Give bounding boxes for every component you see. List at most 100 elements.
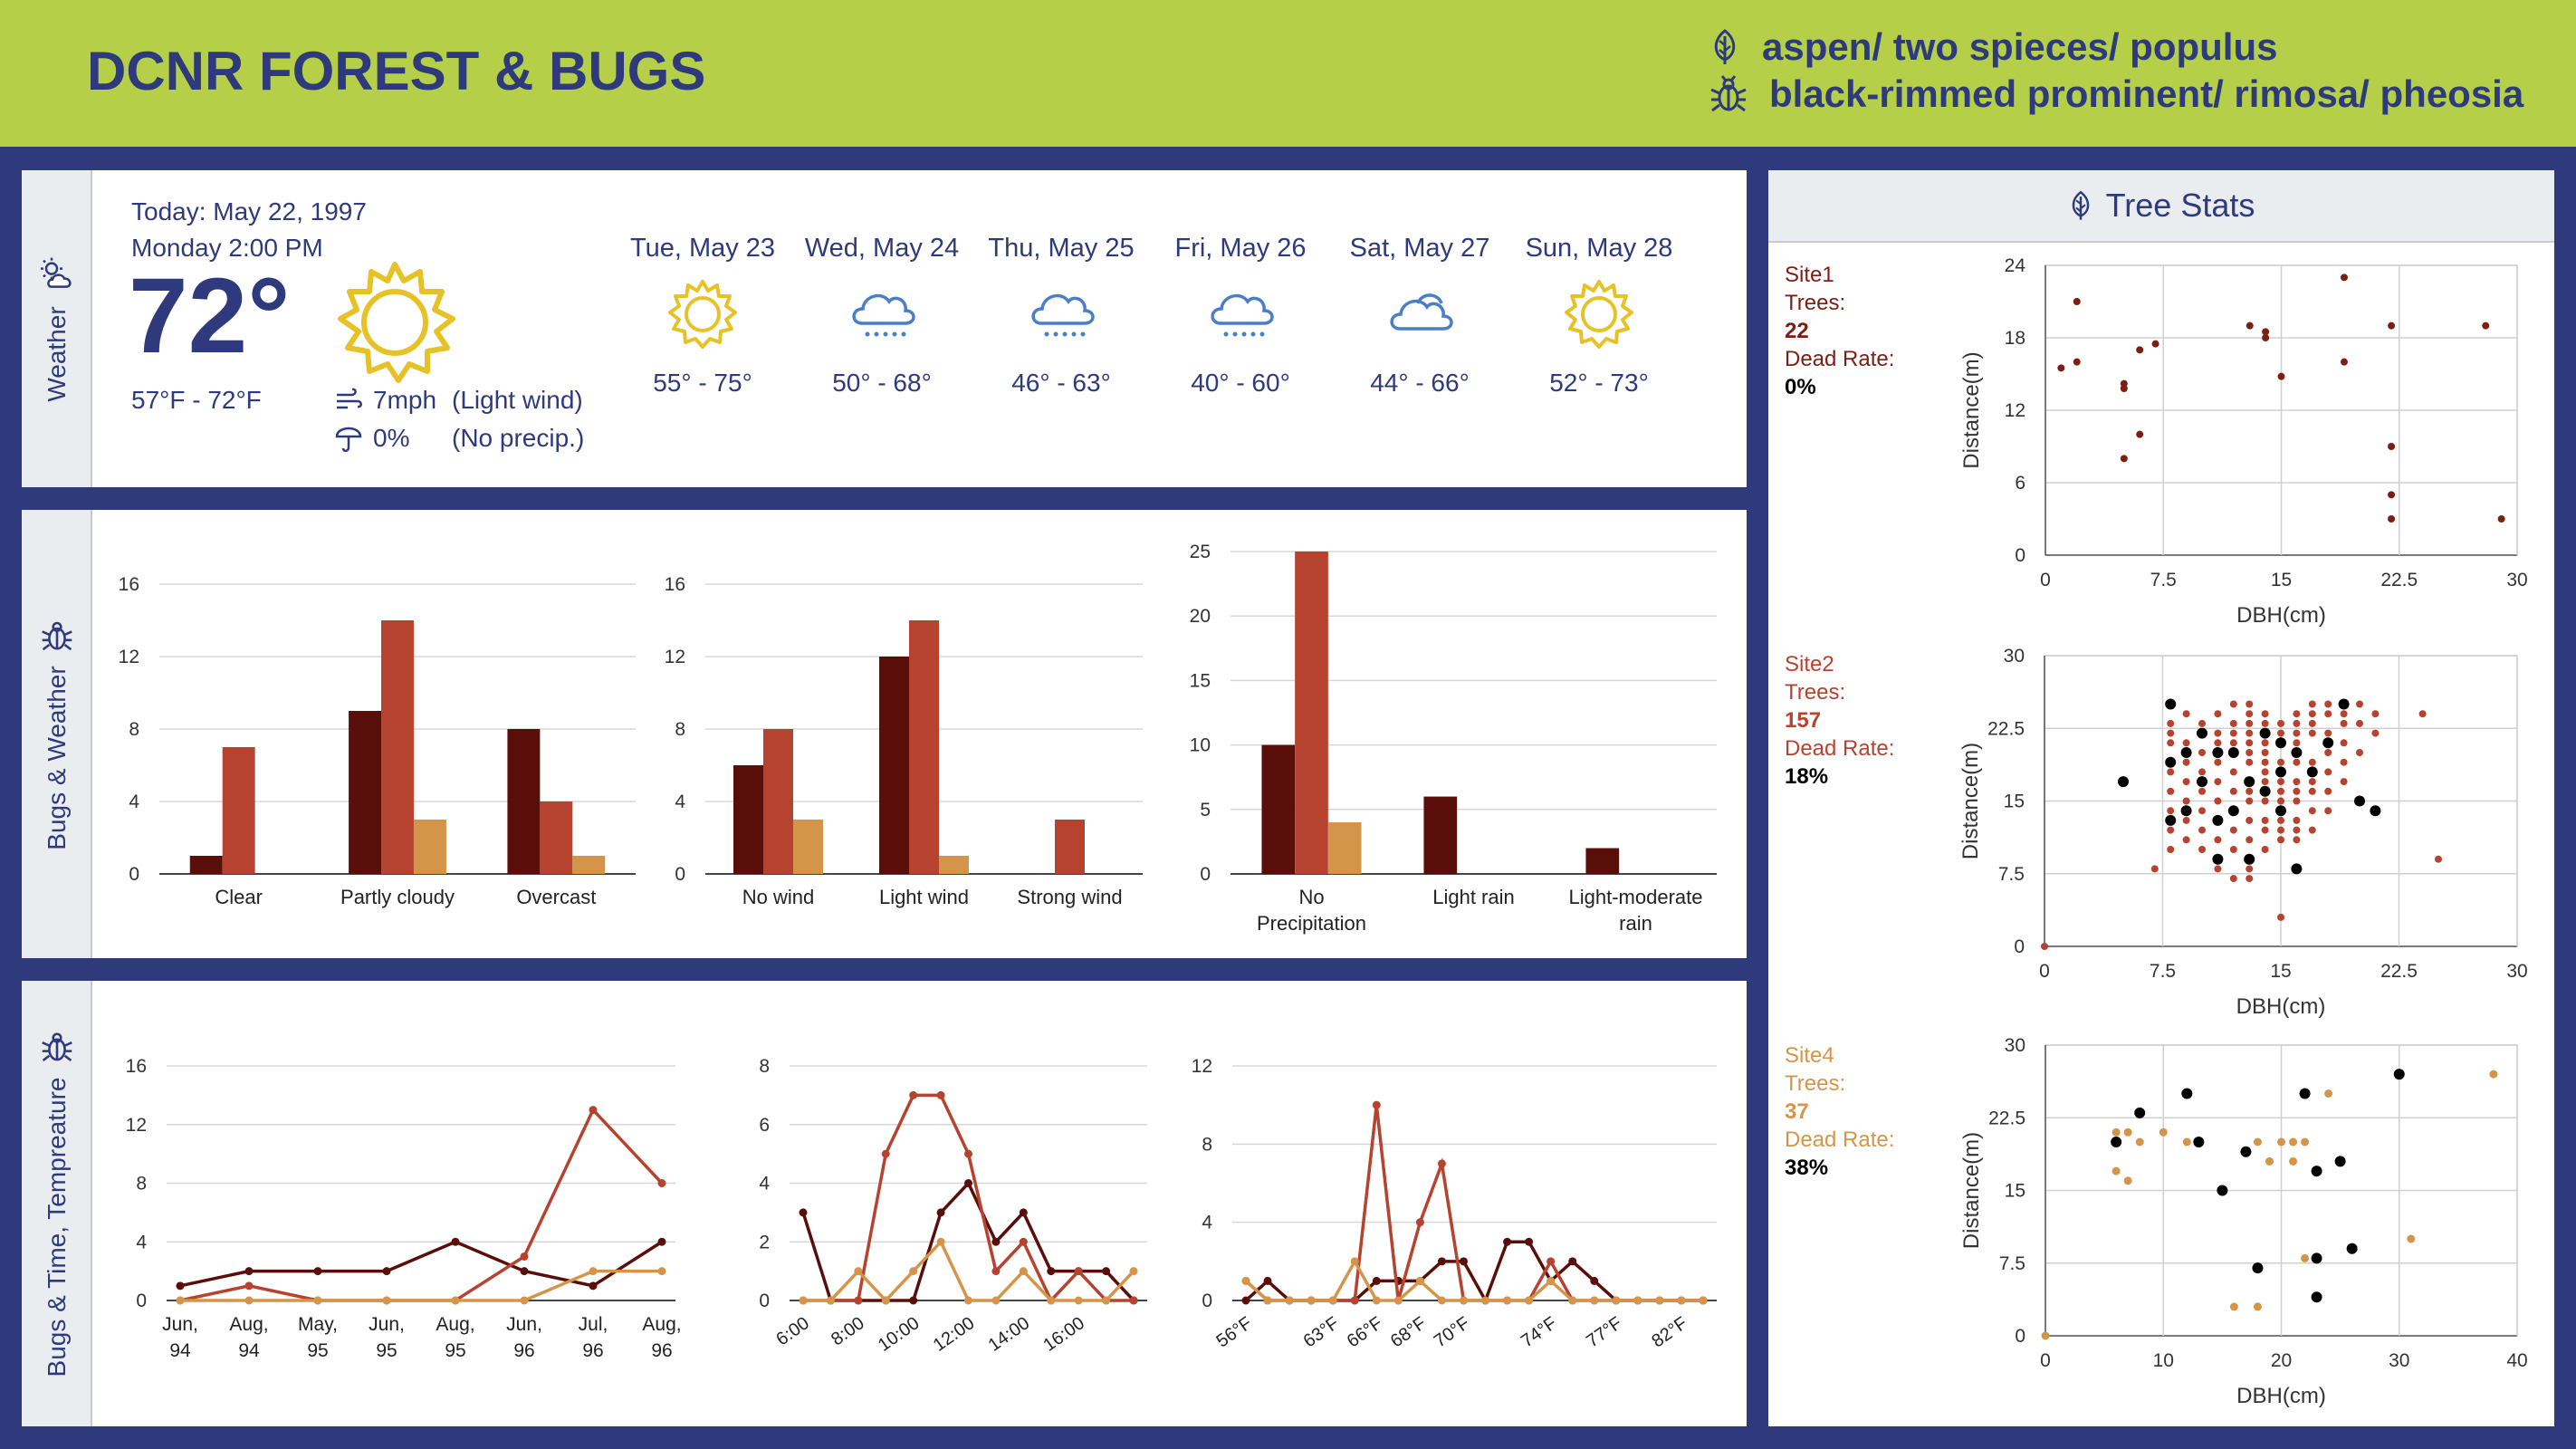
x-tick-label: 30 (2506, 961, 2527, 982)
data-point (1503, 1296, 1512, 1305)
scatter-point (2229, 875, 2237, 883)
sun-icon (1565, 280, 1633, 349)
x-tick-label: 8:00 (828, 1313, 868, 1349)
y-tick-label: 7.5 (1999, 1253, 2025, 1274)
x-axis-label: DBH(cm) (2236, 1384, 2326, 1408)
x-tick-label: 6:00 (772, 1313, 813, 1349)
scatter-point (2167, 787, 2175, 795)
scatter-point (2229, 719, 2237, 727)
data-point (1241, 1296, 1250, 1305)
scatter-point (2293, 836, 2301, 844)
bug-icon (42, 1032, 72, 1061)
forecast-day-label: Wed, May 24 (804, 234, 960, 263)
data-point (1019, 1208, 1028, 1217)
scatter-point (2356, 719, 2363, 727)
scatter-point (2229, 739, 2237, 747)
scatter-point (2293, 729, 2301, 737)
data-point (1503, 1237, 1512, 1246)
data-point (657, 1179, 666, 1187)
site1-info: Site1 Trees: 22 Dead Rate: 0% (1785, 261, 1894, 401)
scatter-point (2229, 846, 2237, 853)
bugs-time-tab: Bugs & Time, Tempreature (22, 981, 92, 1426)
scatter-point (2261, 797, 2269, 805)
scatter-point (2214, 836, 2222, 844)
scatter-point (2261, 768, 2269, 776)
scatter-point (2246, 321, 2254, 330)
scatter-point (2308, 826, 2316, 834)
scatter-point (2136, 430, 2144, 438)
scatter-point (2182, 758, 2190, 766)
scatter-point (2244, 853, 2255, 865)
scatter-point (2262, 334, 2270, 341)
scatter-point (2393, 1069, 2405, 1080)
x-tick-label: 10 (2153, 1350, 2174, 1371)
bar (1585, 848, 1620, 874)
scatter-point (2308, 710, 2316, 718)
y-tick-label: 0 (1200, 864, 1211, 885)
bar (793, 820, 824, 874)
y-tick-label: 8 (129, 719, 139, 740)
forecast-range: 44° - 66° (1370, 369, 1470, 397)
scatter-point (2123, 1128, 2132, 1137)
scatter-point (2388, 321, 2396, 330)
y-tick-label: 0 (759, 1291, 770, 1311)
y-tick-label: 2 (759, 1232, 770, 1252)
y-tick-label: 30 (2004, 646, 2025, 667)
trees-label: Trees: (1785, 1071, 1846, 1096)
tree-stats-header: Tree Stats (1768, 170, 2554, 243)
forecast-icon-wrap (980, 276, 1143, 352)
site-name: Site4 (1785, 1043, 1834, 1068)
data-point (1393, 1296, 1403, 1305)
scatter-point (2340, 758, 2348, 766)
umbrella-icon (335, 427, 362, 453)
scatter-point (2293, 797, 2301, 805)
scatter-point (2246, 700, 2254, 708)
scatter-point (2346, 1243, 2358, 1254)
y-tick-label: 12 (665, 647, 685, 667)
y-tick-label: 0 (2014, 936, 2025, 957)
scatter-point (2293, 778, 2301, 786)
x-tick-label: 95 (376, 1340, 397, 1361)
data-point (1350, 1257, 1359, 1266)
scatter-point (2259, 785, 2271, 797)
scatter-point (2265, 1156, 2274, 1166)
y-tick-label: 15 (2004, 792, 2025, 812)
x-tick-label: 68°F (1387, 1313, 1430, 1351)
dead-rate-label: Dead Rate: (1785, 347, 1895, 371)
scatter-point (2182, 739, 2190, 747)
data-point (1655, 1296, 1664, 1305)
x-tick-label: 82°F (1648, 1313, 1690, 1351)
x-tick-label: 0 (2039, 961, 2050, 982)
y-tick-label: 15 (2005, 1181, 2025, 1202)
data-point (909, 1267, 918, 1276)
scatter-point (2193, 1137, 2205, 1147)
forecast-day: Tue, May 23 55° - 75° (621, 234, 784, 398)
dead-rate-label: Dead Rate: (1785, 1128, 1895, 1152)
data-point (1350, 1296, 1359, 1305)
y-tick-label: 7.5 (1998, 864, 2025, 885)
scatter-point (2308, 729, 2316, 737)
scatter-point (2299, 1088, 2311, 1099)
forecast-range: 52° - 73° (1549, 369, 1649, 397)
y-tick-label: 25 (1190, 542, 1211, 562)
scatter-point (2167, 719, 2175, 727)
data-point (1074, 1267, 1083, 1276)
wind-icon (337, 388, 362, 409)
wind-description: (Light wind) (452, 386, 583, 414)
scatter-point (2073, 298, 2081, 305)
scatter-point (2229, 1302, 2238, 1311)
forecast-day: Thu, May 25 46° - 63° (980, 234, 1143, 398)
y-tick-label: 0 (136, 1291, 147, 1311)
forecast-icon-wrap (1338, 276, 1501, 352)
species-legend: aspen/ two spieces/ populus black-rimmed… (1709, 24, 2523, 118)
weather-tab-label: Weather (39, 255, 75, 402)
scatter-point (2340, 719, 2348, 727)
data-point (1285, 1296, 1294, 1305)
scatter-point (2277, 816, 2284, 824)
y-tick-label: 4 (1202, 1213, 1212, 1233)
x-tick-label: 63°F (1300, 1313, 1343, 1351)
x-tick-label: 14:00 (985, 1313, 1034, 1356)
data-point (1525, 1237, 1534, 1246)
y-tick-label: 12 (1192, 1056, 1212, 1077)
scatter-point (2214, 729, 2222, 737)
